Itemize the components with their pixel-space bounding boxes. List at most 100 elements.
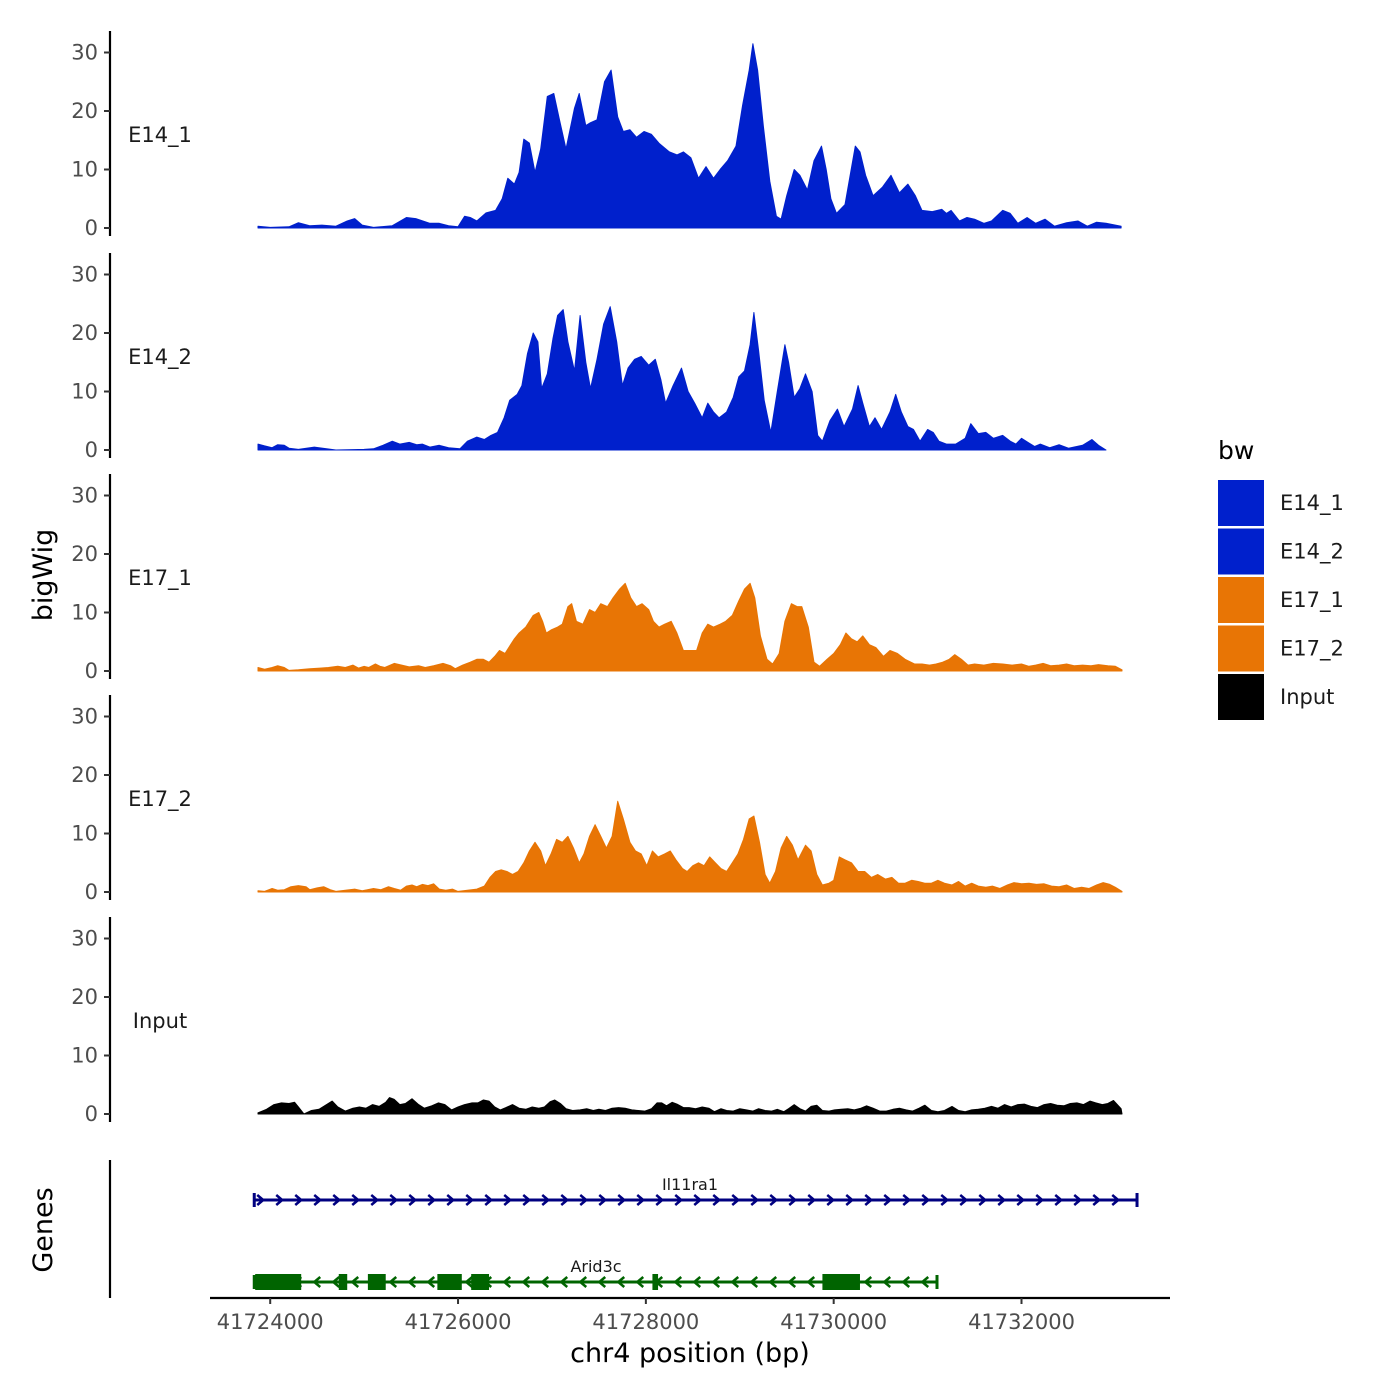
x-axis: 41724000 41726000 41728000 41730000 41732000	[210, 1296, 1170, 1334]
strand-arrow	[882, 1276, 892, 1288]
signal-area-input	[257, 1097, 1123, 1115]
track-panel-e14-2: 0 10 20 30 E14_2	[71, 253, 1107, 462]
strand-arrow	[350, 1276, 360, 1288]
y-tick-label: 30	[71, 41, 98, 65]
strand-arrow	[332, 1194, 342, 1206]
legend-swatch	[1218, 480, 1264, 526]
strand-arrow	[521, 1276, 531, 1288]
exon-block	[471, 1274, 490, 1290]
legend-swatch	[1218, 674, 1264, 720]
strand-arrow	[616, 1276, 626, 1288]
track-label: E17_1	[128, 566, 192, 591]
strand-arrow	[692, 1276, 702, 1288]
x-tick-label: 41732000	[968, 1310, 1075, 1334]
strand-arrow	[617, 1194, 627, 1206]
strand-arrow	[635, 1276, 645, 1288]
strand-arrow	[863, 1276, 873, 1288]
legend-label: E14_1	[1280, 491, 1344, 516]
x-tick-label: 41728000	[592, 1310, 699, 1334]
strand-arrow	[578, 1276, 588, 1288]
y-tick-label: 10	[71, 158, 98, 182]
y-tick-label: 30	[71, 263, 98, 287]
strand-arrow	[807, 1194, 817, 1206]
strand-arrow	[655, 1194, 665, 1206]
exon-block	[338, 1274, 348, 1290]
y-tick-label: 20	[71, 763, 98, 787]
strand-arrow	[769, 1194, 779, 1206]
y-tick-label: 10	[71, 822, 98, 846]
strand-arrow	[920, 1276, 930, 1288]
strand-arrow	[522, 1194, 532, 1206]
x-axis-title: chr4 position (bp)	[570, 1338, 810, 1369]
legend-swatch	[1218, 528, 1264, 575]
y-axis-title: bigWig	[28, 529, 59, 622]
strand-arrow	[845, 1194, 855, 1206]
signal-area-e14-2	[257, 306, 1107, 451]
strand-arrow	[598, 1194, 608, 1206]
strand-arrow	[541, 1194, 551, 1206]
strand-arrow	[768, 1276, 778, 1288]
strand-arrow	[427, 1194, 437, 1206]
strand-arrow	[749, 1276, 759, 1288]
track-panel-e14-1: 0 10 20 30 E14_1	[71, 31, 1122, 240]
strand-arrow	[407, 1276, 417, 1288]
legend-label: Input	[1280, 685, 1334, 709]
strand-arrow	[331, 1276, 341, 1288]
strand-arrow	[787, 1276, 797, 1288]
strand-arrow	[559, 1276, 569, 1288]
strand-arrow	[426, 1276, 436, 1288]
strand-arrow	[711, 1276, 721, 1288]
strand-arrow	[256, 1194, 266, 1206]
gene-label: Il11ra1	[662, 1175, 718, 1194]
y-tick-label: 20	[71, 542, 98, 566]
y-tick-label: 10	[71, 601, 98, 625]
strand-arrow	[313, 1194, 323, 1206]
strand-arrow	[901, 1276, 911, 1288]
exon-block	[822, 1274, 860, 1290]
track-label: E14_1	[128, 123, 192, 148]
track-label: Input	[133, 1009, 187, 1033]
y-tick-label: 10	[71, 380, 98, 404]
y-tick-label: 20	[71, 321, 98, 345]
x-tick-label: 41724000	[217, 1310, 324, 1334]
signal-area-e17-1	[257, 582, 1123, 672]
strand-arrow	[484, 1194, 494, 1206]
strand-arrow	[275, 1194, 285, 1206]
legend-title: bw	[1218, 436, 1254, 465]
strand-arrow	[636, 1194, 646, 1206]
strand-arrow	[693, 1194, 703, 1206]
track-panels: 0 10 20 30 E14_1 0 10 20 30 E14_2 0 10 20 30 E17_1 0 10 2…	[71, 31, 1123, 1126]
genes-axis-title: Genes	[28, 1187, 59, 1272]
signal-area-e17-2	[257, 800, 1123, 893]
strand-arrow	[408, 1194, 418, 1206]
x-tick-label: 41730000	[780, 1310, 887, 1334]
gene-track: Il11ra1 Arid3c	[108, 1160, 1139, 1298]
y-tick-label: 0	[85, 880, 98, 904]
strand-arrow	[883, 1194, 893, 1206]
strand-arrow	[1111, 1194, 1121, 1206]
strand-arrow	[465, 1194, 475, 1206]
track-label: E17_2	[128, 787, 192, 812]
strand-arrow	[978, 1194, 988, 1206]
strand-arrow	[389, 1194, 399, 1206]
strand-arrow	[560, 1194, 570, 1206]
strand-arrow	[597, 1276, 607, 1288]
x-tick-label: 41726000	[405, 1310, 512, 1334]
y-tick-label: 0	[85, 216, 98, 240]
exon-block	[437, 1274, 462, 1290]
strand-arrow	[997, 1194, 1007, 1206]
strand-arrow	[1035, 1194, 1045, 1206]
exon-block	[652, 1274, 659, 1290]
legend-label: E17_2	[1280, 637, 1344, 662]
gene-arid3c: Arid3c	[252, 1257, 939, 1290]
legend: bw E14_1 E14_2 E17_1 E17_2 Input	[1218, 436, 1344, 720]
track-label: E14_2	[128, 345, 192, 370]
track-panel-e17-2: 0 10 20 30 E17_2	[71, 695, 1123, 904]
strand-arrow	[540, 1276, 550, 1288]
strand-arrow	[959, 1194, 969, 1206]
strand-arrow	[502, 1276, 512, 1288]
strand-arrow	[731, 1194, 741, 1206]
gene-il11ra1: Il11ra1	[252, 1175, 1139, 1207]
strand-arrow	[712, 1194, 722, 1206]
legend-swatch	[1218, 577, 1264, 623]
